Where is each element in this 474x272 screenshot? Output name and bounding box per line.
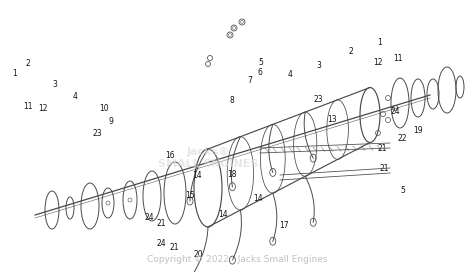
Text: 11: 11 — [23, 101, 32, 111]
Text: 2: 2 — [25, 59, 30, 69]
Text: 14: 14 — [218, 210, 228, 220]
Text: 16: 16 — [165, 150, 174, 160]
Text: 5: 5 — [258, 58, 263, 67]
Text: 4: 4 — [73, 92, 77, 101]
Text: 15: 15 — [185, 191, 194, 200]
Text: 4: 4 — [288, 70, 292, 79]
Text: 24: 24 — [156, 239, 166, 248]
Text: 1: 1 — [377, 38, 382, 47]
Text: 24: 24 — [145, 213, 154, 222]
Text: 10: 10 — [100, 104, 109, 113]
Text: 24: 24 — [391, 107, 401, 116]
Text: 11: 11 — [393, 54, 403, 63]
Text: 23: 23 — [314, 95, 323, 104]
Text: 1: 1 — [12, 69, 17, 78]
Text: 21: 21 — [156, 218, 166, 228]
Text: 23: 23 — [92, 129, 102, 138]
Text: 13: 13 — [327, 115, 337, 124]
Text: Copyright © 2022 - Jacks Small Engines: Copyright © 2022 - Jacks Small Engines — [147, 255, 327, 264]
Text: 21: 21 — [377, 144, 387, 153]
Text: 2: 2 — [348, 47, 353, 56]
Text: Jacks®
SMALL ENGINES: Jacks® SMALL ENGINES — [158, 147, 259, 169]
Text: 22: 22 — [397, 134, 407, 143]
Text: 5: 5 — [401, 186, 405, 195]
Text: 7: 7 — [247, 76, 252, 85]
Text: 8: 8 — [230, 96, 235, 105]
Text: 9: 9 — [109, 116, 114, 126]
Text: 14: 14 — [254, 194, 263, 203]
Text: 12: 12 — [374, 58, 383, 67]
Text: 17: 17 — [280, 221, 289, 230]
Text: 12: 12 — [38, 104, 47, 113]
Text: 20: 20 — [193, 250, 203, 259]
Text: 21: 21 — [379, 164, 389, 173]
Text: 6: 6 — [257, 67, 262, 77]
Text: 18: 18 — [228, 169, 237, 179]
Text: 3: 3 — [52, 80, 57, 89]
Text: 3: 3 — [316, 61, 321, 70]
Text: 21: 21 — [170, 243, 179, 252]
Text: 19: 19 — [413, 126, 423, 135]
Text: 14: 14 — [192, 171, 201, 180]
